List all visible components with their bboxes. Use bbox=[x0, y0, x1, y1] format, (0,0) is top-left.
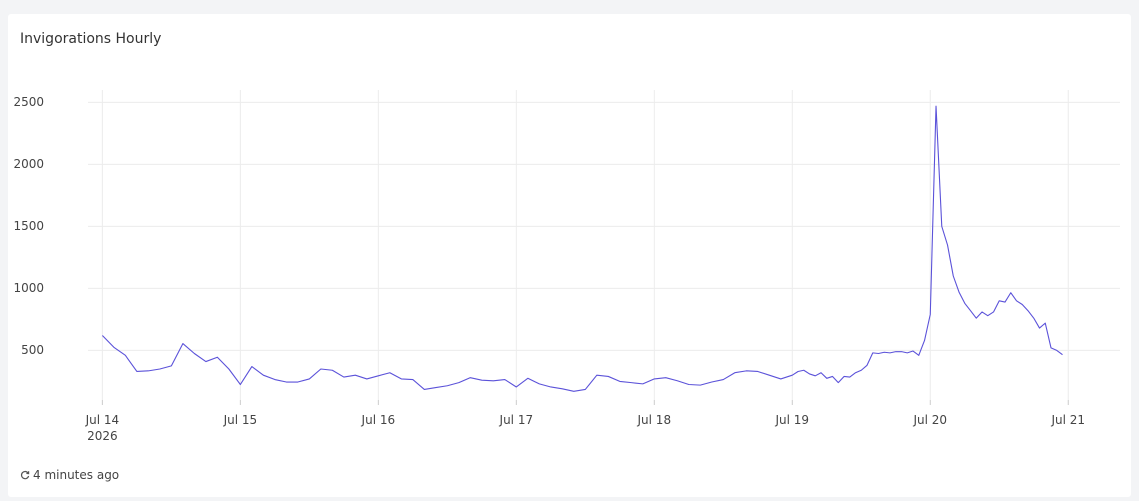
refresh-icon bbox=[20, 470, 30, 480]
chart-title: Invigorations Hourly bbox=[20, 31, 162, 47]
footer: 4 minutes ago bbox=[20, 468, 119, 482]
x-tick-label: Jul 18 bbox=[637, 413, 672, 427]
y-tick-label: 2500 bbox=[13, 95, 44, 109]
last-updated: 4 minutes ago bbox=[33, 468, 120, 482]
x-tick-label: Jul 19 bbox=[775, 413, 810, 427]
y-tick-label: 2000 bbox=[13, 157, 44, 171]
y-tick-label: 1500 bbox=[13, 219, 44, 233]
x-tick-label: Jul 14 2026 bbox=[85, 413, 120, 443]
x-tick-label: Jul 21 bbox=[1051, 413, 1086, 427]
x-tick-label: Jul 17 bbox=[499, 413, 534, 427]
y-tick-label: 1000 bbox=[13, 281, 44, 295]
y-tick-label: 500 bbox=[21, 343, 44, 357]
x-tick-label: Jul 16 bbox=[361, 413, 396, 427]
x-tick-label: Jul 15 bbox=[223, 413, 258, 427]
data-line bbox=[101, 105, 1063, 392]
x-tick-label: Jul 20 bbox=[913, 413, 948, 427]
chart-card bbox=[8, 14, 1131, 497]
